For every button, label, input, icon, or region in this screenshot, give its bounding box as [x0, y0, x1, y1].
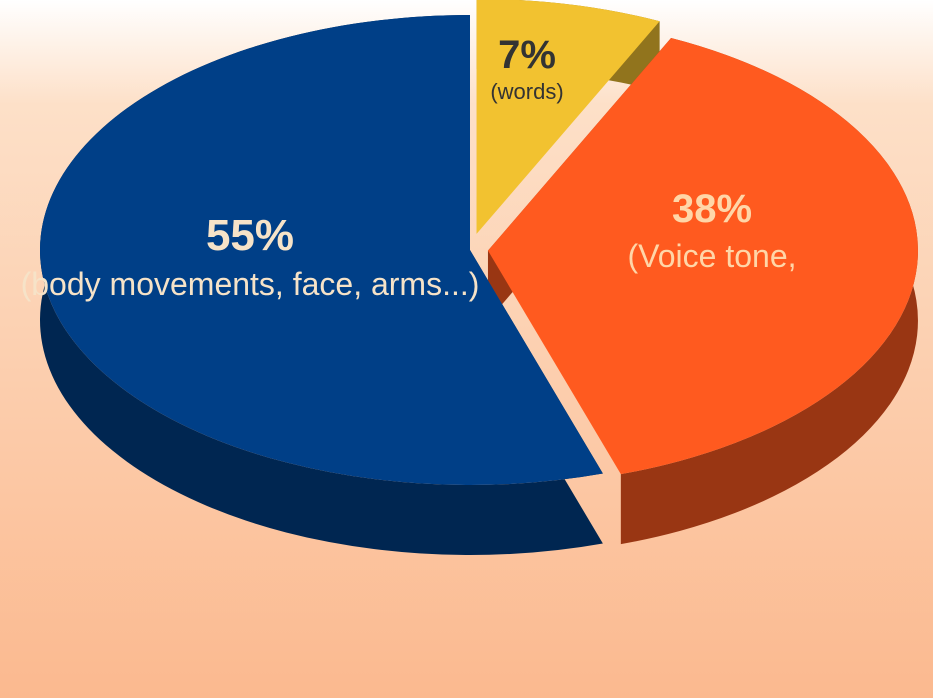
pie-value-label-2: 38%	[672, 187, 752, 231]
pie-labels: 55% (body movements, face, arms...) 7%(wor…	[21, 33, 797, 302]
pie-value-label-0: 55%	[206, 211, 294, 260]
pie-slice-0	[40, 15, 603, 485]
pie-category-label-2: (Voice tone,	[628, 238, 797, 274]
pie-slice-tops	[40, 0, 918, 485]
pie-value-label-1: 7%	[498, 33, 556, 77]
pie-slice-2	[487, 37, 918, 475]
pie-slice-1	[476, 0, 660, 234]
pie-category-label-1: (words)	[490, 79, 563, 104]
pie-category-label-0: (body movements, face, arms...)	[21, 266, 480, 302]
pie-slice-side-1	[476, 0, 660, 304]
